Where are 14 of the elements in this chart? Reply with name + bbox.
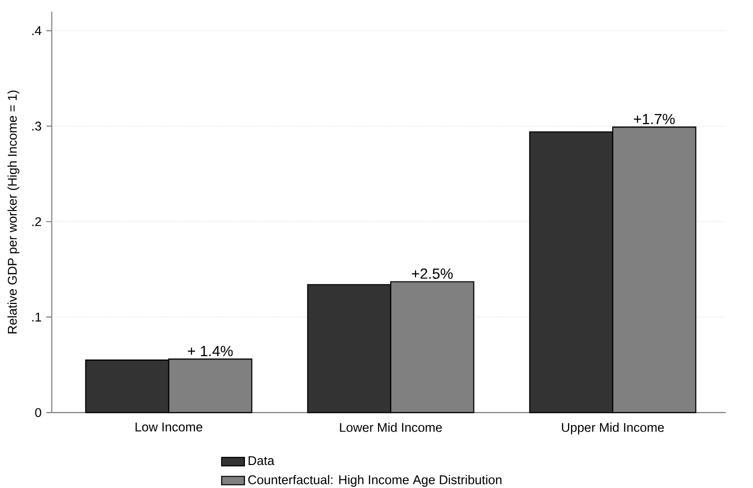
y-axis-title: Relative GDP per worker (High Income = 1): [8, 90, 20, 334]
legend-label: Counterfactual: High Income Age Distribution: [248, 474, 502, 487]
x-tick-label: Lower Mid Income: [340, 422, 442, 432]
y-tick-label: 0: [35, 408, 42, 418]
x-tick-label: Low Income: [136, 422, 202, 432]
y-tick-label: .1: [32, 312, 42, 322]
legend-label: Data: [248, 456, 274, 466]
x-tick-label: Upper Mid Income: [562, 422, 664, 434]
y-tick-label: .2: [32, 217, 42, 226]
y-tick-label: .3: [32, 122, 42, 131]
annotation: +1.7%: [634, 114, 675, 124]
y-tick-label: .4: [32, 26, 42, 36]
annotation: + 1.4%: [188, 346, 233, 356]
annotation: +2.5%: [412, 268, 453, 279]
